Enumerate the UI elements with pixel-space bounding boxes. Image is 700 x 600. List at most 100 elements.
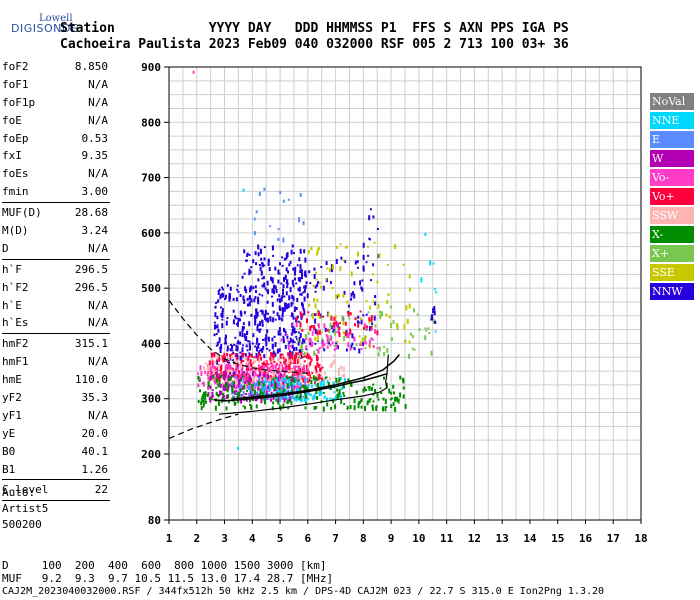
echo-point xyxy=(360,319,363,325)
echo-point xyxy=(299,349,302,353)
echo-point xyxy=(222,371,225,376)
param-separator xyxy=(2,500,110,502)
echo-point xyxy=(242,371,245,374)
echo-point xyxy=(242,391,245,395)
echo-point xyxy=(290,375,293,381)
echo-point xyxy=(275,378,278,383)
echo-point xyxy=(281,377,284,382)
echo-point xyxy=(295,307,298,310)
echo-point xyxy=(271,369,274,374)
echo-point xyxy=(261,285,264,287)
echo-point xyxy=(282,199,285,203)
echo-point xyxy=(372,273,375,276)
parameter-list: foF2 8.850 foF1 N/A foF1p N/A foE N/A foEp 0.53 fx… xyxy=(2,58,110,502)
echo-point xyxy=(243,384,246,390)
echo-point xyxy=(289,337,292,343)
y-tick-label: 600 xyxy=(141,227,161,240)
echo-point xyxy=(239,331,242,337)
param-row: h`F2 296.5 xyxy=(2,279,108,297)
echo-point xyxy=(200,371,203,376)
echo-point xyxy=(270,381,273,387)
echo-point xyxy=(298,337,301,343)
legend-item-w: W xyxy=(650,150,694,167)
echo-point xyxy=(348,317,351,320)
echo-point xyxy=(265,360,268,363)
echo-point xyxy=(293,354,296,359)
echo-point xyxy=(284,333,287,336)
echo-point xyxy=(210,366,212,371)
echo-point xyxy=(225,320,228,326)
echo-point xyxy=(218,337,221,342)
echo-point xyxy=(335,344,338,350)
param-value: 3.00 xyxy=(81,185,109,199)
echo-point xyxy=(308,356,311,360)
echo-point xyxy=(309,282,312,285)
echo-point xyxy=(369,208,372,211)
echo-point xyxy=(305,402,307,406)
echo-point xyxy=(402,386,405,390)
echo-point xyxy=(259,267,262,271)
echo-point xyxy=(263,257,266,261)
echo-point xyxy=(209,396,212,399)
echo-point xyxy=(265,360,268,366)
echo-point xyxy=(336,379,339,385)
echo-point xyxy=(306,378,309,381)
echo-point xyxy=(214,305,217,308)
echo-point xyxy=(229,353,232,358)
echo-point xyxy=(283,388,286,392)
echo-point xyxy=(305,281,308,285)
echo-point xyxy=(211,392,214,397)
param-label: hmF1 xyxy=(2,355,29,369)
echo-point xyxy=(309,393,312,397)
echo-point xyxy=(266,380,269,383)
profile-line xyxy=(218,354,389,415)
echo-point xyxy=(399,392,402,398)
echo-point xyxy=(408,303,411,309)
param-label: hmF2 xyxy=(2,337,29,351)
echo-point xyxy=(376,392,379,398)
echo-point xyxy=(215,391,218,396)
echo-point xyxy=(249,371,252,377)
echo-point xyxy=(237,366,240,371)
echo-point xyxy=(241,329,244,333)
echo-point xyxy=(250,266,253,269)
param-label: C-level xyxy=(2,483,49,497)
param-label: yE xyxy=(2,426,16,440)
echo-point xyxy=(333,359,336,365)
echo-point xyxy=(293,329,296,334)
echo-point xyxy=(396,396,399,402)
echo-point xyxy=(251,388,254,391)
echo-point xyxy=(357,251,359,257)
echo-point xyxy=(293,252,295,254)
echo-point xyxy=(249,389,252,392)
echo-point xyxy=(282,307,285,311)
echo-point xyxy=(291,344,294,349)
echo-point xyxy=(432,308,435,313)
echo-point xyxy=(377,303,380,309)
echo-point xyxy=(349,380,352,385)
echo-point xyxy=(307,311,310,314)
echo-point xyxy=(264,363,267,367)
echo-point xyxy=(300,352,303,356)
echo-point xyxy=(282,288,284,292)
echo-point xyxy=(261,319,264,323)
echo-point xyxy=(316,382,319,388)
echo-point xyxy=(217,383,220,388)
param-row: yE 20.0 xyxy=(2,425,108,443)
echo-point xyxy=(282,335,285,340)
echo-point xyxy=(291,395,294,399)
echo-point xyxy=(272,353,275,359)
echo-point xyxy=(253,359,256,363)
echo-point xyxy=(394,406,397,412)
echo-point xyxy=(278,348,281,353)
echo-point xyxy=(281,307,284,312)
echo-point xyxy=(284,302,286,307)
echo-point xyxy=(258,328,261,333)
echo-point xyxy=(292,382,295,386)
echo-point xyxy=(232,297,235,301)
echo-point xyxy=(232,319,235,325)
param-label: foF1p xyxy=(2,95,36,109)
echo-point xyxy=(266,329,269,334)
echo-point xyxy=(239,351,242,354)
echo-point xyxy=(355,343,358,347)
